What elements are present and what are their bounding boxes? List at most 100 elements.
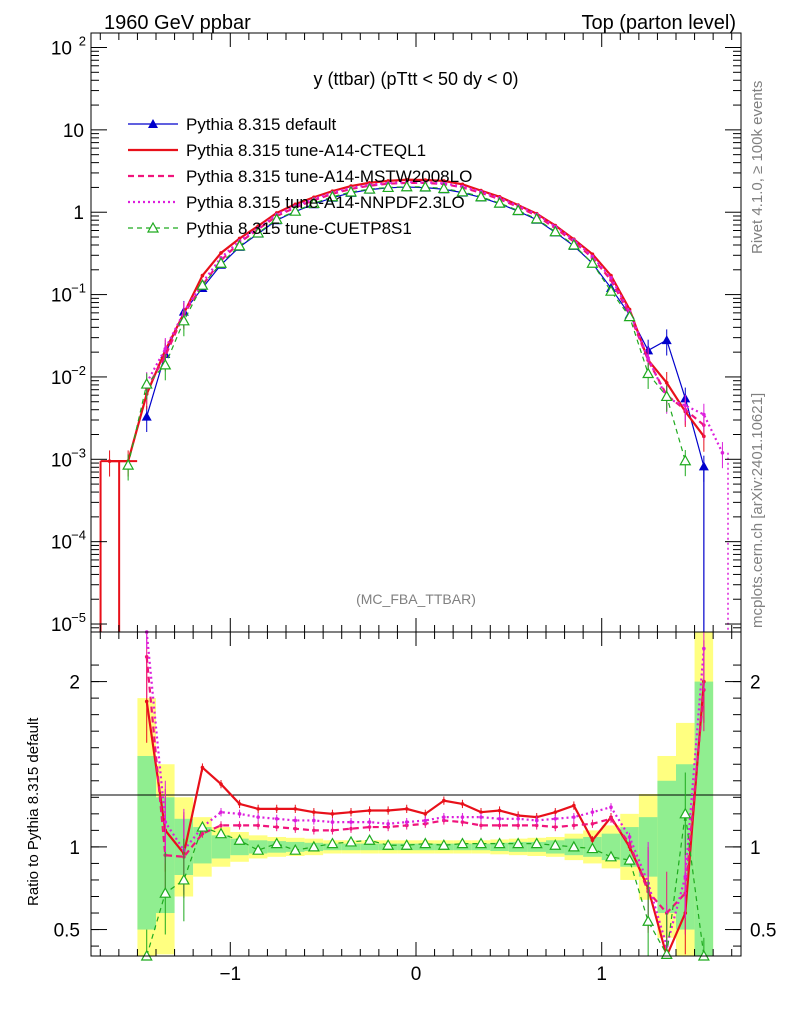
ratio-point xyxy=(572,823,576,828)
y-tick-label: 10 xyxy=(51,615,72,636)
data-point xyxy=(252,226,265,238)
legend: Pythia 8.315 default Pythia 8.315 tune-A1… xyxy=(128,115,472,238)
data-point xyxy=(289,204,302,216)
y-tick-exponent: −5 xyxy=(71,610,86,625)
ratio-point xyxy=(604,850,618,862)
ratio-point xyxy=(479,810,483,814)
ratio-band-inner xyxy=(657,780,676,914)
ratio-point xyxy=(256,807,260,811)
ratio-ylabel: Ratio to Pythia 8.315 default xyxy=(25,717,42,906)
ratio-point xyxy=(683,874,688,879)
ratio-y-tick-label-right: 0.5 xyxy=(750,921,776,942)
ratio-point xyxy=(159,886,172,898)
ratio-point xyxy=(289,843,302,855)
ratio-point xyxy=(349,810,353,814)
ratio-point xyxy=(163,820,168,824)
series-cuetp8s1 xyxy=(122,180,692,481)
data-point xyxy=(141,411,152,421)
ratio-ticks: 2 2 1 1 0.5 0.5 −1 0 1 xyxy=(54,632,776,985)
data-point xyxy=(163,346,168,351)
ratio-point xyxy=(553,825,558,829)
ratio-point xyxy=(516,816,520,821)
y-tick-label: 10 xyxy=(51,450,72,471)
ratio-point xyxy=(460,802,465,806)
data-point xyxy=(326,190,339,202)
ratio-point xyxy=(386,808,390,813)
y-tick-label: 10 xyxy=(51,533,72,554)
ratio-series-group xyxy=(140,630,710,961)
ratio-point xyxy=(572,803,576,808)
data-point xyxy=(623,310,636,322)
data-point xyxy=(493,196,506,208)
ratio-point xyxy=(404,820,409,824)
y-tick-exponent: −2 xyxy=(71,363,86,378)
ratio-point xyxy=(442,798,446,803)
data-point xyxy=(660,390,673,402)
y-tick-label: 1 xyxy=(73,203,84,224)
ratio-band-inner xyxy=(601,833,621,861)
ratio-point xyxy=(534,818,539,823)
ratio-point xyxy=(460,820,465,824)
ratio-point xyxy=(363,834,376,845)
ratio-point xyxy=(493,837,506,849)
ratio-point xyxy=(423,818,428,823)
ratio-point xyxy=(423,812,428,816)
data-point xyxy=(140,377,153,389)
ratio-point xyxy=(419,837,432,849)
data-point xyxy=(604,284,618,296)
ratio-point xyxy=(660,948,673,959)
ratio-point xyxy=(516,823,520,828)
ratio-point xyxy=(590,838,595,843)
ratio-point xyxy=(474,837,488,849)
legend-label-default: Pythia 8.315 default xyxy=(186,115,337,134)
data-point xyxy=(382,181,395,193)
ratio-point xyxy=(144,699,149,704)
ratio-point xyxy=(702,646,706,651)
ratio-point xyxy=(623,853,636,865)
ratio-point xyxy=(404,807,409,811)
ratio-point xyxy=(442,815,446,819)
ratio-point xyxy=(590,810,595,814)
ratio-point xyxy=(233,834,246,845)
ratio-point xyxy=(567,840,580,852)
data-point xyxy=(702,412,706,417)
ratio-point xyxy=(330,820,335,824)
data-point xyxy=(233,239,246,251)
data-point xyxy=(698,461,709,471)
ratio-point xyxy=(400,839,413,850)
ratio-point xyxy=(312,810,316,814)
ratio-point xyxy=(437,839,450,850)
ratio-y-tick-label-right: 2 xyxy=(750,673,761,694)
data-point xyxy=(474,190,488,202)
ratio-point xyxy=(270,837,283,849)
y-tick-label: 10 xyxy=(51,39,72,60)
ratio-point xyxy=(326,837,339,849)
ratio-point xyxy=(330,828,335,833)
data-point xyxy=(363,182,376,194)
ratio-point xyxy=(367,820,372,824)
ratio-band-inner xyxy=(137,755,156,930)
ratio-x-tick-label: 1 xyxy=(596,964,607,985)
ratio-band-inner xyxy=(360,843,379,851)
ratio-point xyxy=(367,808,372,813)
data-point xyxy=(159,358,172,370)
ratio-point xyxy=(330,812,335,816)
ratio-point xyxy=(312,818,316,823)
ratio-point xyxy=(553,810,558,814)
ratio-point xyxy=(553,816,558,821)
data-point xyxy=(307,197,320,208)
ratio-y-tick-label: 1 xyxy=(69,838,80,859)
data-point xyxy=(122,458,135,470)
y-tick-exponent: 2 xyxy=(79,34,86,49)
ratio-point xyxy=(274,807,279,811)
ratio-point xyxy=(609,805,613,810)
data-point xyxy=(661,335,672,345)
ratio-point xyxy=(627,835,632,839)
ratio-point xyxy=(200,831,205,836)
ratio-line-nnpdf xyxy=(145,631,705,951)
ratio-x-tick-label: 0 xyxy=(411,964,422,985)
legend-label-cteql1: Pythia 8.315 tune-A14-CTEQL1 xyxy=(186,141,426,160)
ratio-point xyxy=(572,815,576,819)
